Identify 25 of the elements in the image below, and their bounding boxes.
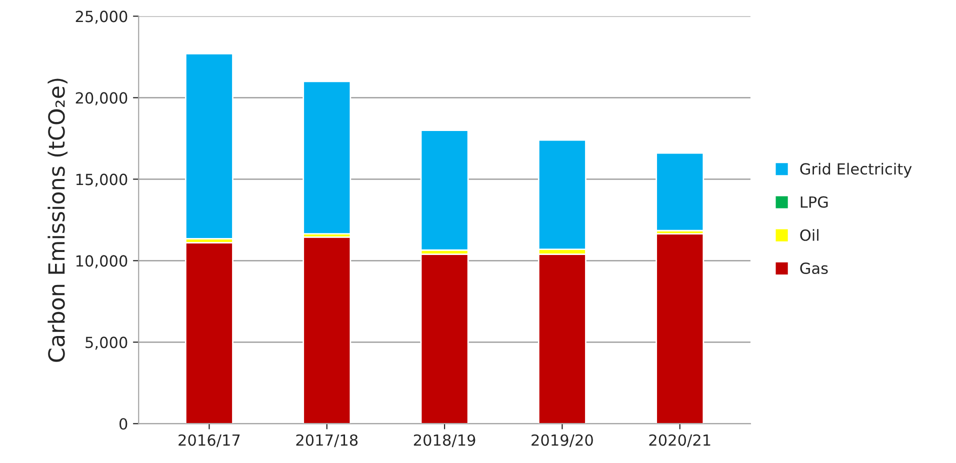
x-tick-label: 2016/17 [178, 434, 240, 448]
bar [656, 233, 704, 424]
y-tick-label: 10,000 [76, 255, 128, 268]
y-tick-label: 15,000 [76, 174, 128, 187]
x-tick-label: 2018/19 [414, 434, 476, 448]
legend-label: Grid Electricity [800, 162, 912, 178]
bar [656, 152, 704, 232]
bar [420, 253, 469, 424]
x-tick-label: 2017/18 [296, 434, 358, 448]
bar [302, 236, 352, 424]
y-tick-label: 20,000 [76, 92, 128, 106]
bar [420, 130, 469, 251]
x-tick-label: 2019/20 [532, 434, 593, 448]
y-tick-label: 0 [119, 418, 128, 430]
bar [538, 253, 586, 424]
bar [184, 52, 234, 240]
y-tick-label: 5,000 [86, 336, 128, 350]
y-axis-title: Carbon Emissions (tCO₂e) [48, 78, 68, 362]
y-tick-label: 25,000 [76, 10, 128, 24]
bar [302, 80, 352, 234]
legend-label: Gas [800, 262, 828, 274]
x-tick-label: 2020/21 [649, 434, 710, 448]
bar [184, 242, 234, 424]
legend-label: LPG [800, 196, 828, 208]
legend-label: Oil [800, 229, 818, 241]
